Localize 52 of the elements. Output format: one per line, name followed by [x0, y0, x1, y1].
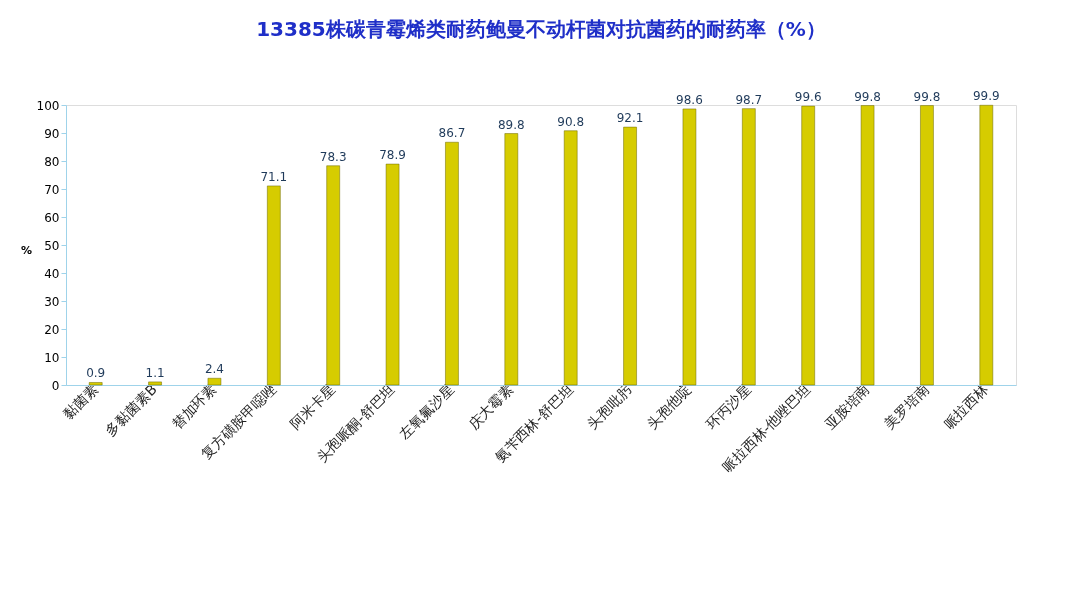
bar: [148, 381, 162, 386]
bar: [920, 105, 934, 386]
data-label: 71.1: [260, 169, 288, 184]
data-label: 0.9: [86, 366, 106, 381]
bar: [88, 382, 103, 386]
bar: [742, 108, 756, 386]
y-tick-label: 30: [44, 294, 60, 309]
bar: [385, 163, 400, 386]
data-label: 86.7: [438, 126, 466, 141]
bar: [563, 130, 578, 386]
bar: [207, 378, 222, 386]
chart-title: 13385株碳青霉烯类耐药鲍曼不动杆菌对抗菌药的耐药率（%）: [256, 17, 826, 42]
data-label: 99.6: [794, 90, 822, 105]
data-label: 92.1: [616, 111, 644, 126]
bar: [682, 108, 697, 386]
y-axis-title: %: [20, 243, 33, 257]
data-label: 89.8: [497, 117, 525, 132]
bar: [979, 105, 994, 386]
y-tick-label: 100: [36, 98, 60, 113]
x-tick-label: 哌拉西林: [940, 381, 992, 433]
data-label: 2.4: [204, 362, 224, 377]
x-tick-label: 头孢他啶: [643, 381, 695, 433]
bar: [801, 105, 815, 386]
bar: [326, 165, 340, 386]
data-label: 99.8: [854, 89, 881, 104]
y-tick-label: 50: [44, 238, 60, 253]
data-label: 1.1: [145, 365, 165, 380]
y-tick-label: 90: [44, 126, 60, 141]
x-tick-label: 替加环素: [168, 381, 220, 433]
data-label: 98.7: [735, 92, 763, 107]
y-tick-label: 60: [44, 210, 60, 225]
y-tick-label: 80: [44, 154, 60, 169]
y-tick-label: 40: [44, 266, 60, 281]
x-tick-label: 黏菌素: [59, 381, 101, 423]
y-tick-label: 20: [44, 322, 60, 337]
bar: [623, 126, 637, 386]
y-tick-label: 70: [44, 182, 60, 197]
bar: [267, 185, 281, 386]
data-label: 99.9: [972, 89, 1000, 104]
data-label: 78.3: [319, 149, 347, 164]
bar: [860, 105, 875, 386]
bar: [445, 141, 459, 386]
y-tick-label: 0: [51, 378, 60, 393]
y-tick-label: 10: [44, 350, 60, 365]
x-tick-label: 美罗培南: [880, 381, 932, 433]
bar: [504, 133, 519, 386]
x-tick-label: 亚胺培南: [821, 381, 873, 433]
data-label: 90.8: [557, 114, 585, 129]
x-tick-label: 头孢吡肟: [584, 381, 636, 433]
data-label: 78.9: [379, 148, 406, 163]
data-label: 98.6: [676, 92, 703, 107]
data-label: 99.8: [913, 89, 941, 104]
